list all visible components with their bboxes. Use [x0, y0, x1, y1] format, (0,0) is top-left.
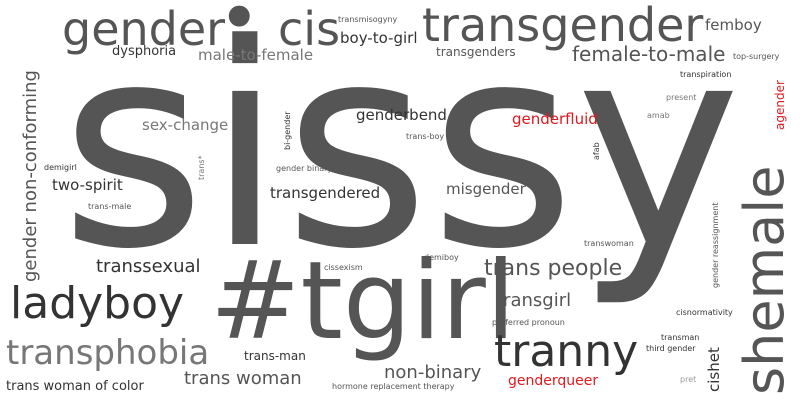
cloud-word: trans woman [184, 368, 302, 389]
cloud-word: demigirl [44, 163, 77, 172]
cloud-word: trans woman of color [6, 379, 144, 394]
cloud-word: present [666, 93, 697, 102]
cloud-word: trans people [484, 256, 623, 281]
cloud-word: transmisogyny [338, 15, 398, 24]
cloud-word: two-spirit [52, 176, 123, 194]
cloud-word: amab [647, 111, 670, 120]
cloud-word: third gender [646, 344, 696, 353]
cloud-word: trans-man [244, 349, 306, 363]
cloud-word: gender reassignment [711, 202, 720, 288]
cloud-word: femboy [705, 16, 762, 34]
cloud-word: transphobia [6, 333, 210, 373]
cloud-word: cisnormativity [676, 308, 733, 317]
cloud-word: transpiration [680, 70, 732, 79]
cloud-word: genderqueer [508, 373, 599, 389]
cloud-word: #tgirl [210, 239, 516, 364]
cloud-word: transgenders [436, 45, 516, 59]
cloud-word: gender [62, 2, 226, 56]
cloud-word: gender binary [276, 164, 333, 173]
cloud-word: cis [278, 2, 341, 56]
cloud-word: trans* [197, 155, 206, 180]
cloud-word: female-to-male [572, 42, 726, 66]
cloud-word: trans-male [88, 202, 132, 211]
cloud-word: sissy [60, 0, 742, 311]
cloud-word: bi-gender [283, 111, 292, 150]
cloud-word: hormone replacement therapy [332, 382, 455, 391]
cloud-word: top-surgery [733, 52, 780, 61]
cloud-word: sex-change [142, 116, 229, 134]
cloud-word: pret [680, 375, 697, 384]
cloud-word: • [218, 0, 261, 60]
cloud-word: ladyboy [10, 278, 185, 329]
cloud-word: misgender [446, 180, 526, 198]
cloud-word: gender non-conforming [20, 70, 41, 282]
cloud-word: transsexual [96, 256, 201, 277]
cloud-word: demiboy [424, 253, 459, 262]
cloud-word: transgirl [496, 290, 572, 311]
cloud-word: genderbend [356, 106, 447, 124]
cloud-word: transwoman [584, 239, 634, 248]
cloud-word: tranny [494, 326, 639, 377]
cloud-word: shemale [733, 165, 796, 396]
cloud-word: genderfluid [512, 110, 598, 128]
cloud-word: agender [773, 80, 787, 130]
cloud-word: non-binary [384, 362, 482, 383]
cloud-word: male-to-female [198, 46, 314, 64]
cloud-word: transgender [422, 0, 704, 52]
cloud-word: dysphoria [112, 44, 177, 59]
cloud-word: transgendered [270, 184, 381, 202]
cloud-word: transman [661, 333, 700, 342]
cloud-word: boy-to-girl [340, 29, 418, 47]
cloud-word: cishet [705, 347, 723, 392]
cloud-word: afab [592, 142, 601, 160]
cloud-word: cissexism [324, 263, 363, 272]
cloud-word: trans-boy [406, 132, 445, 141]
cloud-word: preferred pronoun [492, 318, 565, 327]
